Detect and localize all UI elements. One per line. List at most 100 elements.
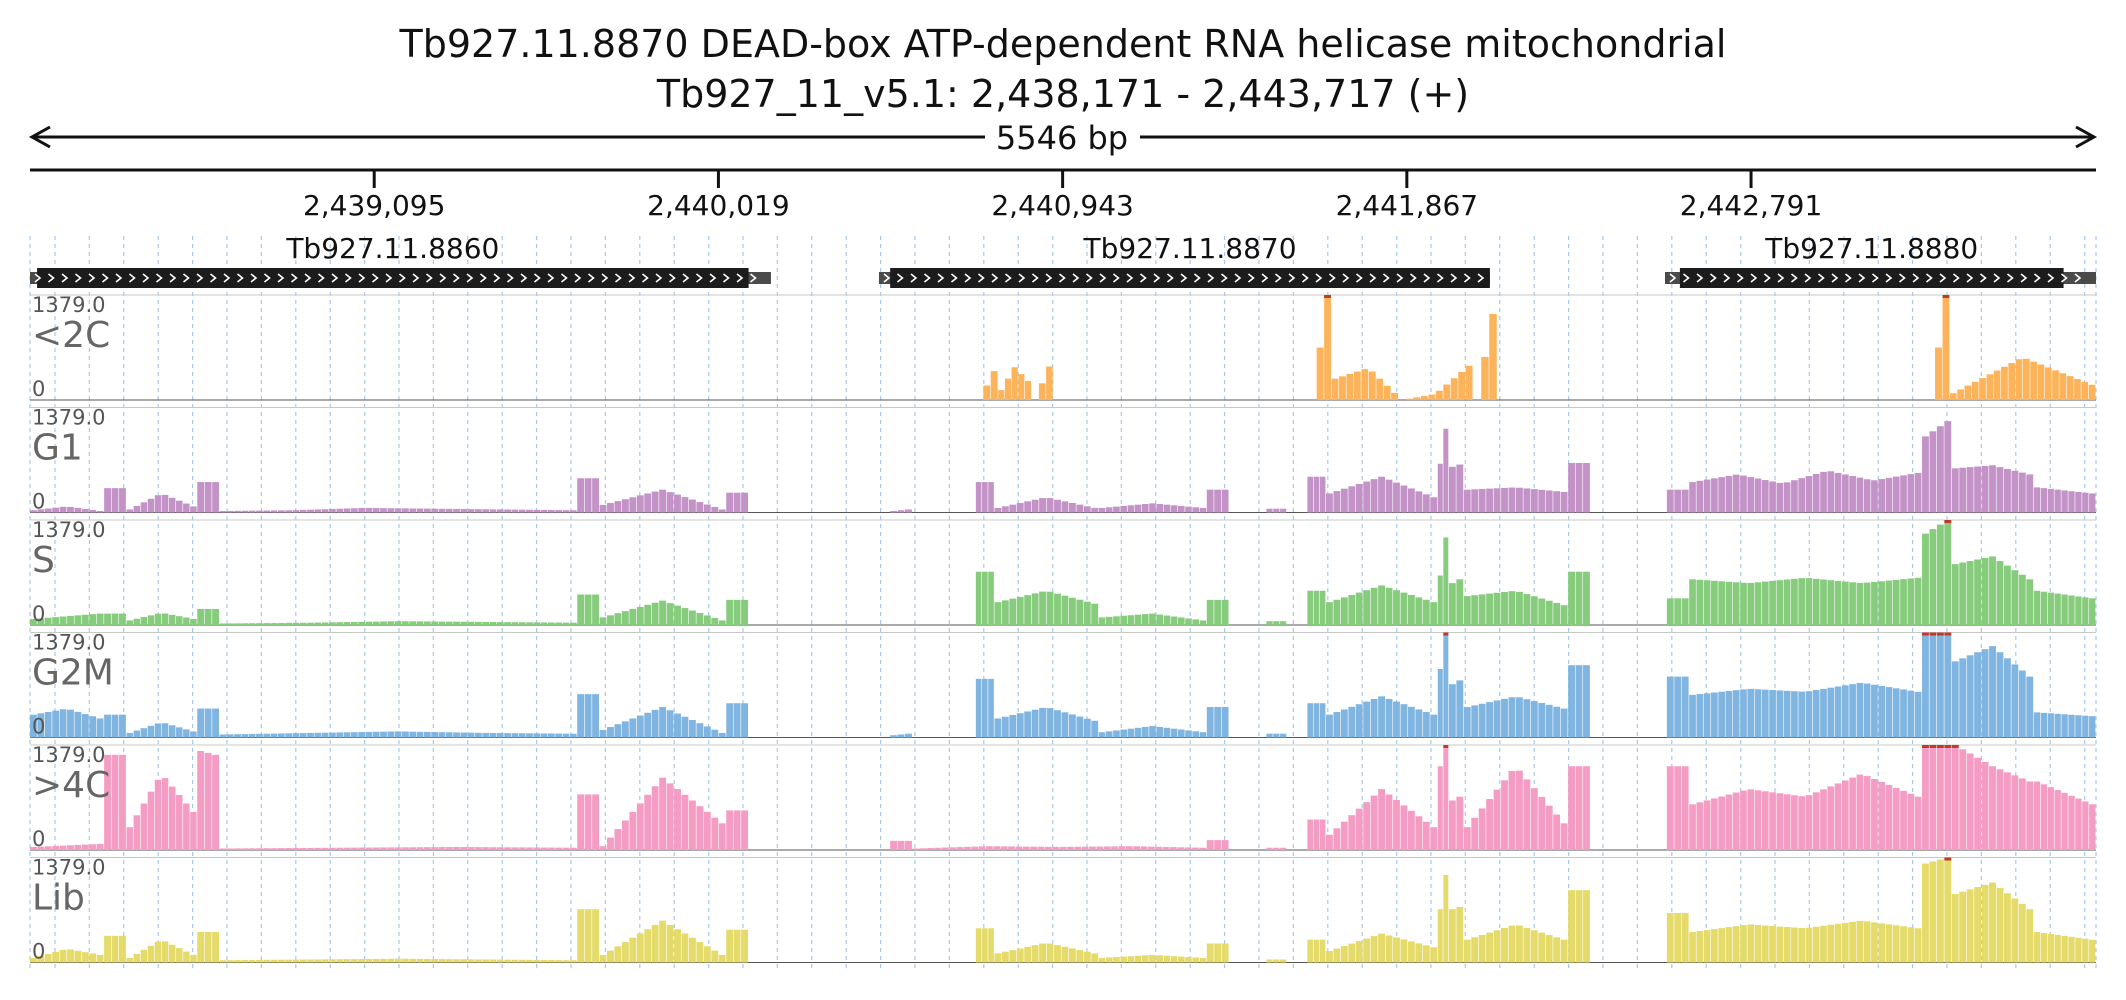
coverage-bar (1430, 827, 1438, 850)
coverage-bar (241, 960, 249, 963)
coverage-bar (1370, 587, 1378, 625)
coverage-bar (1105, 616, 1113, 625)
coverage-bar (126, 620, 133, 625)
coverage-bar (380, 508, 387, 513)
coverage-bar (629, 497, 637, 513)
strand-chevron (2047, 273, 2055, 283)
strand-chevron (1031, 273, 1039, 283)
coverage-bar (1747, 924, 1755, 963)
coverage-bar (1820, 925, 1827, 963)
coverage-bar (81, 952, 89, 963)
coverage-bar (1849, 921, 1856, 963)
coverage-bar (1486, 932, 1494, 963)
coverage-bar (1871, 684, 1878, 738)
coverage-bar (644, 712, 652, 738)
coverage-bar (1120, 615, 1127, 625)
coverage-bar (1545, 600, 1553, 625)
coverage-bar (1018, 374, 1025, 400)
coverage-bar (1966, 753, 1974, 850)
coverage-bar (726, 929, 734, 963)
coverage-bar (1025, 380, 1032, 400)
coverage-bar (644, 929, 652, 963)
coverage-bar (270, 510, 278, 513)
coverage-bar (651, 786, 659, 850)
coverage-bar (994, 953, 1002, 963)
coverage-bar (321, 847, 329, 850)
coverage-bar (1120, 505, 1127, 513)
coverage-bar (394, 958, 402, 963)
coverage-bar (1378, 696, 1386, 738)
strand-chevron (88, 273, 96, 283)
strand-chevron (896, 273, 904, 283)
coverage-bar (1141, 726, 1149, 738)
coverage-bar (256, 623, 263, 625)
coverage-bar (1575, 571, 1583, 625)
strand-chevron (291, 273, 298, 283)
coverage-bar (1363, 938, 1371, 963)
coverage-bar (336, 622, 344, 625)
coverage-bar (1185, 506, 1192, 513)
coverage-bar (176, 500, 183, 513)
coverage-bar (1443, 428, 1449, 513)
strand-chevron (1072, 273, 1080, 283)
coverage-bar (504, 622, 511, 625)
coverage-bar (197, 932, 205, 963)
coverage-bar (533, 847, 541, 850)
coverage-bar (1885, 580, 1893, 625)
coverage-bar (1413, 397, 1421, 400)
coverage-bar (1133, 846, 1140, 850)
coverage-bar (1313, 819, 1320, 850)
coverage-bar (1783, 927, 1791, 963)
coverage-bar (1024, 501, 1032, 513)
coverage-bar (919, 848, 927, 850)
strand-chevron (1085, 273, 1093, 283)
coverage-bar (111, 613, 119, 625)
coverage-bar (372, 508, 380, 513)
coverage-bar (285, 733, 292, 738)
coverage-bar (504, 959, 511, 963)
coverage-bar (1508, 487, 1516, 513)
coverage-bar (423, 731, 431, 738)
coverage-bar (1515, 770, 1523, 850)
coverage-bar (1856, 682, 1864, 738)
coverage-bar (1856, 774, 1864, 850)
coverage-bar (621, 820, 629, 850)
coverage-bar (1849, 476, 1856, 513)
coverage-bar (518, 622, 526, 625)
coverage-bar (1783, 579, 1791, 625)
coverage-bar (1929, 431, 1937, 513)
coverage-bar (1878, 781, 1886, 850)
strand-chevron (696, 273, 703, 283)
coverage-bar (890, 735, 898, 738)
coverage-bar (1113, 730, 1120, 738)
coverage-bar (584, 909, 592, 963)
coverage-bar (1147, 846, 1155, 850)
coverage-bar (741, 599, 748, 625)
coverage-bar (204, 609, 212, 625)
coverage-bar (1340, 821, 1348, 850)
coverage-bar (1791, 578, 1798, 625)
coverage-bar (1098, 617, 1106, 625)
coverage-bar (666, 924, 674, 963)
coverage-bar (688, 499, 696, 513)
coverage-bar (1054, 945, 1061, 963)
coverage-bar (1914, 577, 1922, 625)
coverage-bar (299, 959, 307, 963)
coverage-bar (2018, 903, 2026, 963)
coverage-bar (2074, 379, 2081, 400)
coverage-bar (1127, 956, 1135, 963)
coverage-bar (329, 732, 336, 738)
coverage-bar (1711, 580, 1718, 625)
coverage-bar (1456, 680, 1464, 738)
coverage-bar (1111, 846, 1118, 850)
coverage-bar (285, 510, 292, 513)
coverage-bar (96, 613, 104, 625)
strand-chevron (991, 273, 999, 283)
coverage-bar (1951, 661, 1959, 738)
strand-chevron (1669, 273, 1677, 283)
coverage-bar (1892, 579, 1900, 625)
coverage-bar (1385, 587, 1393, 625)
coverage-bar (636, 606, 644, 625)
coverage-bar (1892, 787, 1900, 850)
strand-chevron (439, 273, 447, 283)
